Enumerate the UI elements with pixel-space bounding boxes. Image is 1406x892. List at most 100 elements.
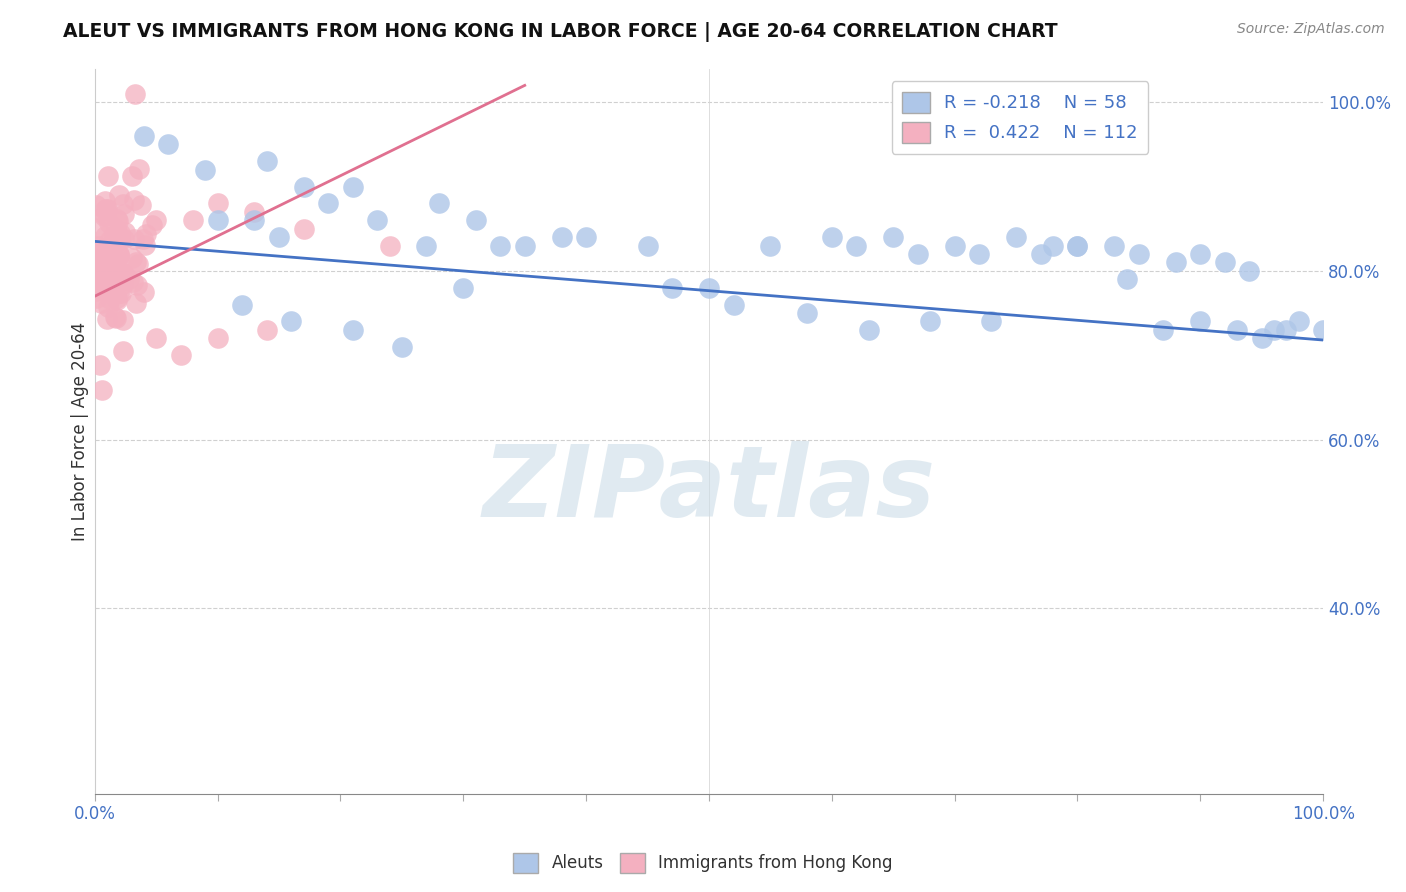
Point — [100, 255, 122, 269]
Point — [89, 359, 111, 373]
Point — [87, 260, 110, 274]
Point — [91, 266, 114, 280]
Point — [108, 227, 131, 241]
Point — [1029, 247, 1052, 261]
Point — [105, 212, 128, 227]
Point — [98, 233, 121, 247]
Point — [84, 284, 107, 298]
Point — [125, 296, 148, 310]
Point — [121, 275, 143, 289]
Point — [134, 238, 156, 252]
Text: ZIPatlas: ZIPatlas — [482, 441, 935, 538]
Point — [97, 263, 120, 277]
Point — [97, 300, 120, 314]
Point — [84, 280, 107, 294]
Point — [93, 209, 115, 223]
Point — [342, 179, 364, 194]
Point — [111, 313, 134, 327]
Point — [111, 266, 134, 280]
Point — [111, 197, 134, 211]
Point — [391, 340, 413, 354]
Point — [127, 257, 149, 271]
Point — [94, 229, 117, 244]
Point — [118, 272, 141, 286]
Point — [1005, 230, 1028, 244]
Point — [415, 238, 437, 252]
Point — [103, 235, 125, 249]
Point — [170, 348, 193, 362]
Point — [86, 239, 108, 253]
Point — [464, 213, 486, 227]
Point — [1263, 323, 1285, 337]
Point — [86, 263, 108, 277]
Point — [1104, 238, 1126, 252]
Point — [453, 281, 475, 295]
Point — [378, 238, 401, 252]
Point — [292, 179, 315, 194]
Point — [105, 232, 128, 246]
Point — [145, 213, 167, 227]
Point — [1042, 238, 1064, 252]
Point — [759, 238, 782, 252]
Point — [87, 253, 110, 268]
Point — [112, 207, 135, 221]
Point — [90, 383, 112, 397]
Point — [105, 310, 128, 325]
Point — [94, 267, 117, 281]
Point — [122, 232, 145, 246]
Point — [101, 269, 124, 284]
Point — [132, 285, 155, 300]
Point — [207, 196, 229, 211]
Legend: R = -0.218    N = 58, R =  0.422    N = 112: R = -0.218 N = 58, R = 0.422 N = 112 — [891, 81, 1149, 153]
Point — [107, 249, 129, 263]
Point — [1213, 255, 1236, 269]
Point — [127, 277, 149, 292]
Point — [98, 243, 121, 257]
Point — [858, 323, 880, 337]
Point — [84, 198, 107, 212]
Point — [1239, 264, 1261, 278]
Point — [105, 293, 128, 308]
Point — [111, 344, 134, 359]
Point — [1275, 323, 1298, 337]
Point — [207, 213, 229, 227]
Point — [1115, 272, 1137, 286]
Point — [280, 314, 302, 328]
Point — [366, 213, 388, 227]
Point — [107, 227, 129, 241]
Point — [105, 260, 128, 275]
Point — [108, 247, 131, 261]
Point — [292, 221, 315, 235]
Point — [93, 258, 115, 272]
Point — [157, 137, 180, 152]
Point — [93, 194, 115, 208]
Point — [697, 281, 720, 295]
Point — [135, 227, 157, 242]
Point — [231, 297, 253, 311]
Point — [637, 238, 659, 252]
Point — [89, 252, 111, 267]
Point — [107, 275, 129, 289]
Point — [112, 232, 135, 246]
Point — [121, 251, 143, 265]
Point — [489, 238, 512, 252]
Point — [98, 259, 121, 273]
Point — [125, 255, 148, 269]
Point — [243, 205, 266, 219]
Point — [96, 311, 118, 326]
Point — [107, 214, 129, 228]
Point — [93, 241, 115, 255]
Point — [96, 202, 118, 217]
Point — [104, 222, 127, 236]
Point — [86, 221, 108, 235]
Point — [98, 253, 121, 268]
Point — [267, 230, 290, 244]
Point — [1189, 314, 1212, 328]
Point — [112, 268, 135, 282]
Point — [103, 229, 125, 244]
Point — [84, 246, 107, 260]
Point — [89, 281, 111, 295]
Point — [796, 306, 818, 320]
Point — [207, 331, 229, 345]
Point — [94, 269, 117, 284]
